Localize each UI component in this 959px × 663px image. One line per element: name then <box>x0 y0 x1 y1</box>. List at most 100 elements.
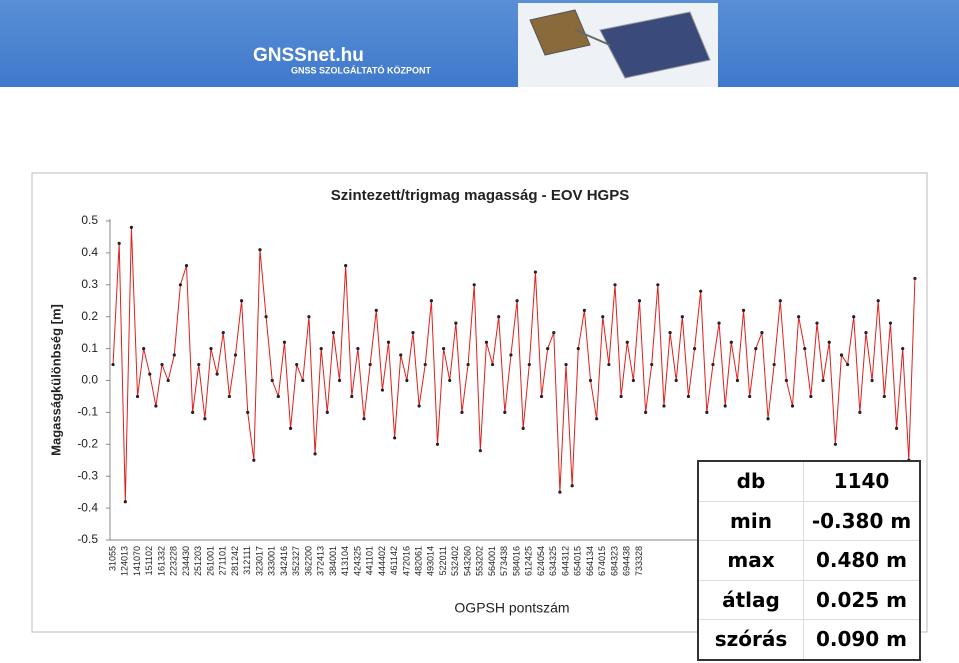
y-tick-label: -0.5 <box>77 532 98 546</box>
data-point <box>454 321 458 325</box>
data-point <box>172 353 176 357</box>
data-point <box>760 331 764 335</box>
banner: GNSSnet.hu GNSS SZOLGÁLTATÓ KÖZPONT <box>0 0 959 87</box>
data-point <box>564 362 568 367</box>
data-point <box>154 404 158 408</box>
data-point <box>613 283 617 287</box>
data-point <box>790 404 795 408</box>
data-point <box>913 276 917 281</box>
data-point <box>148 372 152 376</box>
data-point <box>325 410 329 414</box>
data-point <box>356 347 360 351</box>
x-tick-label: 31055 <box>107 546 117 571</box>
data-point <box>668 331 672 335</box>
data-point <box>380 388 384 392</box>
data-point <box>570 484 574 488</box>
data-point <box>301 378 305 383</box>
data-point <box>723 404 727 408</box>
data-point <box>882 394 886 399</box>
stat-value: 0.025 m <box>803 579 920 620</box>
stat-name: szórás <box>698 619 804 660</box>
x-tick-label: 644312 <box>560 546 570 576</box>
x-tick-label: 564001 <box>487 546 497 576</box>
y-tick-label: 0.5 <box>81 213 98 227</box>
data-point <box>191 410 195 414</box>
y-tick-label: 0.0 <box>81 373 98 387</box>
data-point <box>601 315 605 319</box>
data-point <box>252 458 256 462</box>
solar-panel <box>599 11 711 79</box>
data-point <box>748 394 752 399</box>
data-point <box>337 378 342 383</box>
x-tick-label: 312111 <box>242 546 252 575</box>
x-tick-label: 424325 <box>352 546 362 576</box>
data-point <box>233 353 238 357</box>
x-tick-label: 342416 <box>279 546 289 576</box>
x-tick-label: 223228 <box>169 546 179 576</box>
data-point <box>350 394 354 399</box>
data-point <box>209 347 213 351</box>
data-point <box>405 378 409 383</box>
x-tick-label: 733328 <box>634 546 644 576</box>
data-point <box>833 442 837 446</box>
data-point <box>711 362 715 367</box>
data-point <box>741 308 746 312</box>
x-tick-label: 654015 <box>573 546 583 576</box>
y-tick-label: -0.3 <box>77 468 98 482</box>
data-point <box>313 452 317 456</box>
data-point <box>442 347 446 351</box>
data-point <box>772 362 776 367</box>
data-point <box>662 404 666 408</box>
x-tick-label: 573438 <box>499 546 509 576</box>
stat-name: db <box>698 460 804 501</box>
x-tick-label: 461142 <box>389 546 399 575</box>
x-tick-label: 482061 <box>413 546 423 576</box>
x-tick-label: 251203 <box>193 546 203 576</box>
data-point <box>282 340 287 344</box>
data-point <box>374 308 378 312</box>
data-point <box>362 417 366 421</box>
stat-name: min <box>698 500 804 541</box>
data-point <box>295 362 299 367</box>
stats-row: min -0.380 m <box>698 500 920 541</box>
stats-row: db 1140 <box>698 460 920 501</box>
y-tick-label: 0.3 <box>81 277 98 291</box>
x-tick-label: 413104 <box>340 546 350 576</box>
data-point <box>631 378 635 383</box>
data-point <box>558 490 562 494</box>
data-point <box>184 264 189 268</box>
data-point <box>221 331 225 335</box>
x-tick-label: 333001 <box>267 546 277 576</box>
data-point <box>344 264 348 268</box>
data-point <box>270 378 274 383</box>
data-point <box>607 362 611 367</box>
x-tick-label: 384001 <box>328 546 338 576</box>
data-point <box>876 299 880 303</box>
data-point <box>509 353 513 357</box>
brand-subtitle: GNSS SZOLGÁLTATÓ KÖZPONT <box>291 64 431 75</box>
data-point <box>490 362 495 367</box>
x-tick-label: 261001 <box>205 546 215 576</box>
stats-row: átlag 0.025 m <box>698 579 920 620</box>
x-tick-label: 684323 <box>609 546 619 576</box>
x-tick-label: 362200 <box>303 546 313 576</box>
data-point <box>846 362 850 367</box>
x-axis-label: OGPSH pontszám <box>454 600 569 616</box>
data-point <box>417 404 421 408</box>
data-point <box>264 315 268 319</box>
x-tick-label: 634325 <box>548 546 558 576</box>
data-point <box>123 500 127 504</box>
data-point <box>429 299 433 303</box>
data-point <box>766 417 770 421</box>
data-point <box>166 378 170 383</box>
data-point <box>435 442 440 446</box>
data-point <box>527 362 531 367</box>
x-tick-label: 372413 <box>316 546 326 576</box>
y-axis-label: Magasságkülönbség [m] <box>48 304 63 456</box>
data-point <box>644 410 648 414</box>
data-point <box>680 315 684 319</box>
data-point <box>197 362 201 367</box>
x-tick-label: 522011 <box>438 546 448 575</box>
data-point <box>595 417 599 421</box>
